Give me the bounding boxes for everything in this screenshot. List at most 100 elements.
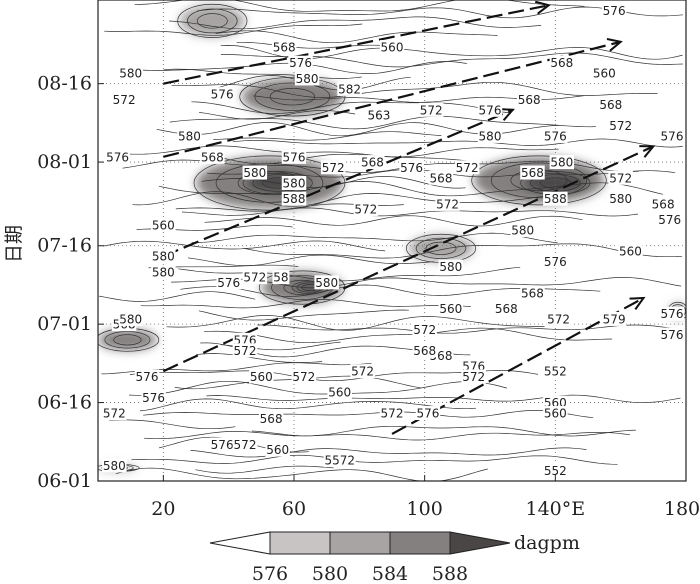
contour-label: 576 <box>661 328 684 342</box>
contour-label-bg <box>415 406 441 421</box>
contour-label: 580 <box>296 72 319 86</box>
contour-line <box>131 454 618 465</box>
contour-line <box>139 398 477 412</box>
contour-label-bg <box>111 92 137 107</box>
contour-label-bg <box>200 149 225 164</box>
contour-label: 580 <box>479 129 502 143</box>
contour-label: 572 <box>609 171 632 185</box>
contour-label-bg <box>659 327 685 342</box>
contour-label-bg <box>242 270 268 285</box>
contour-label-bg <box>608 170 633 185</box>
contour-line <box>178 266 521 282</box>
contour-label: 568 <box>260 412 283 426</box>
colorbar-level-label: 580 <box>312 563 348 584</box>
contour-label-bg <box>151 249 176 264</box>
contour-label: 588 <box>283 192 306 206</box>
contour-label: 579 <box>603 312 626 326</box>
contour-label: 580 <box>315 276 338 290</box>
contour-label-bg <box>659 128 685 143</box>
contour-label: 568 <box>550 56 573 70</box>
contour-label-bg <box>320 160 346 175</box>
contour-label: 580 <box>178 129 201 143</box>
contour-ring <box>239 77 346 117</box>
contour-label-bg <box>543 406 568 421</box>
contour-label-bg <box>360 155 385 170</box>
y-tick-label: 07-01 <box>37 313 92 335</box>
contour-label: 560 <box>328 386 351 400</box>
contour-label: 572 <box>381 407 404 421</box>
contour-label: 568 <box>521 166 544 180</box>
contour-line <box>257 324 684 334</box>
contour-line <box>204 327 613 344</box>
contour-ring <box>215 163 324 203</box>
contour-label-bg <box>151 217 176 232</box>
contour-label-bg <box>438 301 464 316</box>
x-tick-label: 100 <box>407 498 443 520</box>
contour-label: 572 <box>103 407 126 421</box>
contour-ring <box>196 13 228 29</box>
y-axis-title: 日期 <box>3 225 25 263</box>
contour-label-bg <box>118 311 143 326</box>
contour-label: 560 <box>619 244 642 258</box>
contour-label-bg <box>323 453 356 468</box>
contour-label-bg <box>520 165 545 180</box>
contour-label: 580 <box>609 192 632 206</box>
contour-label-bg <box>543 364 568 379</box>
contour-label: 568 <box>518 93 541 107</box>
contour-line <box>99 291 256 302</box>
contour-label: 568 <box>201 150 224 164</box>
contour-label: 572 <box>456 161 479 175</box>
contour-label: 576 <box>658 213 681 227</box>
contour-line <box>143 410 594 419</box>
contour-label-bg <box>265 442 290 457</box>
contour-label: 580 <box>103 459 126 473</box>
contour-label: 580 <box>550 156 573 170</box>
colorbar-level-label: 576 <box>252 563 288 584</box>
contour-label: 576 <box>136 370 159 384</box>
contour-label-bg <box>428 170 454 185</box>
contour-label: 576 <box>479 103 502 117</box>
contour-line <box>143 431 631 441</box>
plot-frame <box>97 0 687 482</box>
contour-label-bg <box>520 285 545 300</box>
contour-line <box>198 309 409 321</box>
x-tick-label: 180 <box>664 498 700 520</box>
contour-line <box>109 419 236 430</box>
contour-label-bg <box>412 322 437 337</box>
contour-line <box>195 465 334 474</box>
contour-label-bg <box>141 390 166 405</box>
contour-label: 572 <box>462 370 485 384</box>
contour-line <box>128 380 508 396</box>
contour-label: 576 <box>661 129 684 143</box>
contour-ring <box>254 82 331 111</box>
contour-label-bg <box>438 259 464 274</box>
y-tick-label: 08-01 <box>37 151 92 173</box>
contour-label-bg <box>281 175 307 190</box>
contour-label: 563 <box>367 109 390 123</box>
colorbar-segment <box>329 531 391 555</box>
contour-label-bg <box>134 369 160 384</box>
contour-label-bg <box>657 212 682 227</box>
contour-label-bg <box>209 437 235 452</box>
contour-label: 572 <box>322 161 345 175</box>
contour-label-bg <box>232 437 258 452</box>
contour-label-bg <box>650 196 676 211</box>
contour-label: 576 <box>211 88 234 102</box>
contour-label: 568 <box>521 286 544 300</box>
contour-label: 580 <box>152 265 175 279</box>
contour-line <box>191 232 558 244</box>
contour-label: 580 <box>119 312 142 326</box>
y-axis: 06-01 06-16 07-01 07-16 08-01 08-16 <box>37 73 104 492</box>
contour-label: 572 <box>351 365 374 379</box>
propagation-arrow <box>162 108 514 258</box>
contour-line <box>204 215 583 227</box>
shaded-region-580 <box>179 5 245 37</box>
contour-label-bg <box>242 165 268 180</box>
shaded-region-584 <box>98 329 157 351</box>
contour-label-bg <box>412 343 437 358</box>
contour-label: 560 <box>266 443 289 457</box>
contour-line <box>108 145 559 158</box>
colorbar-segment <box>389 531 451 555</box>
colorbar-segment <box>269 531 331 555</box>
shaded-region-580 <box>408 235 474 262</box>
